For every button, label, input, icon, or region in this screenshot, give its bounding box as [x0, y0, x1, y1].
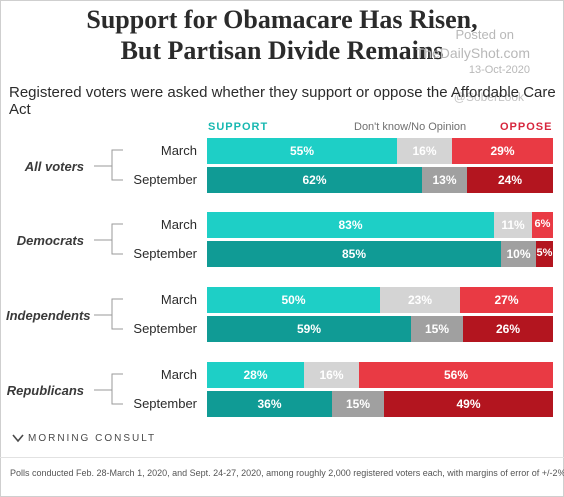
- data-label-dont-know-independents-september: 15%: [424, 322, 450, 336]
- data-label-support-republicans-september: 36%: [257, 397, 282, 411]
- bar-dont-know-all-voters-march: 16%: [397, 138, 452, 164]
- legend-oppose: OPPOSE: [500, 121, 553, 133]
- row-label-republicans-march: March: [160, 367, 197, 382]
- row-label-democrats-march: March: [160, 217, 197, 232]
- footer-divider: [0, 457, 564, 458]
- row-label-all-voters-march: March: [160, 143, 197, 158]
- data-label-support-independents-september: 59%: [296, 322, 322, 336]
- bar-support-republicans-september: 36%: [207, 391, 332, 417]
- data-label-support-republicans-march: 28%: [243, 368, 268, 382]
- bar-dont-know-independents-september: 15%: [411, 316, 463, 342]
- logo-text: MORNING CONSULT: [28, 433, 157, 444]
- row-label-independents-march: March: [160, 292, 197, 307]
- legend-support: SUPPORT: [208, 121, 269, 133]
- data-label-oppose-all-voters-march: 29%: [490, 144, 515, 158]
- bar-support-all-voters-september: 62%: [207, 167, 422, 193]
- data-label-dont-know-republicans-march: 16%: [319, 368, 344, 382]
- chart-title-line2: But Partisan Divide Remains: [120, 36, 444, 65]
- bar-oppose-independents-march: 27%: [460, 287, 553, 313]
- bar-dont-know-republicans-september: 15%: [332, 391, 384, 417]
- data-label-support-democrats-march: 83%: [338, 218, 363, 232]
- bar-oppose-republicans-september: 49%: [384, 391, 553, 417]
- group-label-democrats: Democrats: [16, 233, 84, 248]
- data-label-oppose-all-voters-september: 24%: [497, 173, 523, 187]
- watermark-handle: @SoberLook: [453, 90, 524, 104]
- group-label-republicans: Republicans: [6, 383, 84, 398]
- data-label-dont-know-all-voters-march: 16%: [412, 144, 437, 158]
- row-label-republicans-september: September: [133, 396, 197, 411]
- data-label-support-all-voters-march: 55%: [289, 144, 315, 158]
- bar-dont-know-independents-march: 23%: [380, 287, 460, 313]
- row-label-democrats-september: September: [133, 246, 197, 261]
- data-label-oppose-democrats-march: 6%: [534, 218, 551, 230]
- row-label-independents-september: September: [133, 321, 197, 336]
- bar-support-democrats-march: 83%: [207, 212, 494, 238]
- bar-support-independents-march: 50%: [207, 287, 380, 313]
- group-label-all-voters: All voters: [24, 159, 84, 174]
- row-label-all-voters-september: September: [133, 172, 197, 187]
- data-label-support-democrats-september: 85%: [341, 247, 367, 261]
- bar-support-republicans-march: 28%: [207, 362, 304, 388]
- data-label-support-independents-march: 50%: [281, 293, 306, 307]
- data-label-oppose-republicans-march: 56%: [443, 368, 469, 382]
- data-label-dont-know-republicans-september: 15%: [345, 397, 371, 411]
- bar-support-democrats-september: 85%: [207, 241, 501, 267]
- footnote: Polls conducted Feb. 28-March 1, 2020, a…: [10, 468, 564, 478]
- bar-oppose-independents-september: 26%: [463, 316, 553, 342]
- data-label-oppose-independents-march: 27%: [494, 293, 519, 307]
- data-label-dont-know-all-voters-september: 13%: [432, 173, 457, 187]
- morning-consult-logo-icon: [12, 434, 24, 443]
- bar-dont-know-democrats-march: 11%: [494, 212, 532, 238]
- legend-dont-know: Don't know/No Opinion: [354, 121, 467, 133]
- data-label-dont-know-democrats-march: 11%: [501, 218, 525, 232]
- bar-dont-know-republicans-march: 16%: [304, 362, 359, 388]
- data-label-support-all-voters-september: 62%: [302, 173, 327, 187]
- bar-oppose-democrats-march: 6%: [532, 212, 553, 238]
- watermark-date: 13-Oct-2020: [468, 64, 530, 76]
- bar-dont-know-democrats-september: 10%: [501, 241, 536, 267]
- bar-support-all-voters-march: 55%: [207, 138, 397, 164]
- bar-oppose-all-voters-march: 29%: [452, 138, 553, 164]
- data-label-oppose-republicans-september: 49%: [456, 397, 481, 411]
- data-label-oppose-democrats-september: 5%: [536, 247, 553, 259]
- watermark-posted-on: Posted on: [455, 27, 514, 42]
- bar-dont-know-all-voters-september: 13%: [422, 167, 467, 193]
- bar-oppose-republicans-march: 56%: [359, 362, 553, 388]
- chart-subtitle: Registered voters were asked whether the…: [9, 84, 556, 118]
- chart-title-line1: Support for Obamacare Has Risen,: [86, 5, 478, 34]
- data-label-dont-know-independents-march: 23%: [407, 293, 433, 307]
- bar-oppose-all-voters-september: 24%: [467, 167, 553, 193]
- morning-consult-logo: MORNING CONSULT: [12, 433, 156, 444]
- watermark-site: TheDailyShot.com: [415, 45, 530, 61]
- bar-support-independents-september: 59%: [207, 316, 411, 342]
- group-label-independents: Independents: [6, 308, 91, 323]
- bar-oppose-democrats-september: 5%: [536, 241, 553, 267]
- data-label-dont-know-democrats-september: 10%: [506, 247, 531, 261]
- data-label-oppose-independents-september: 26%: [495, 322, 521, 336]
